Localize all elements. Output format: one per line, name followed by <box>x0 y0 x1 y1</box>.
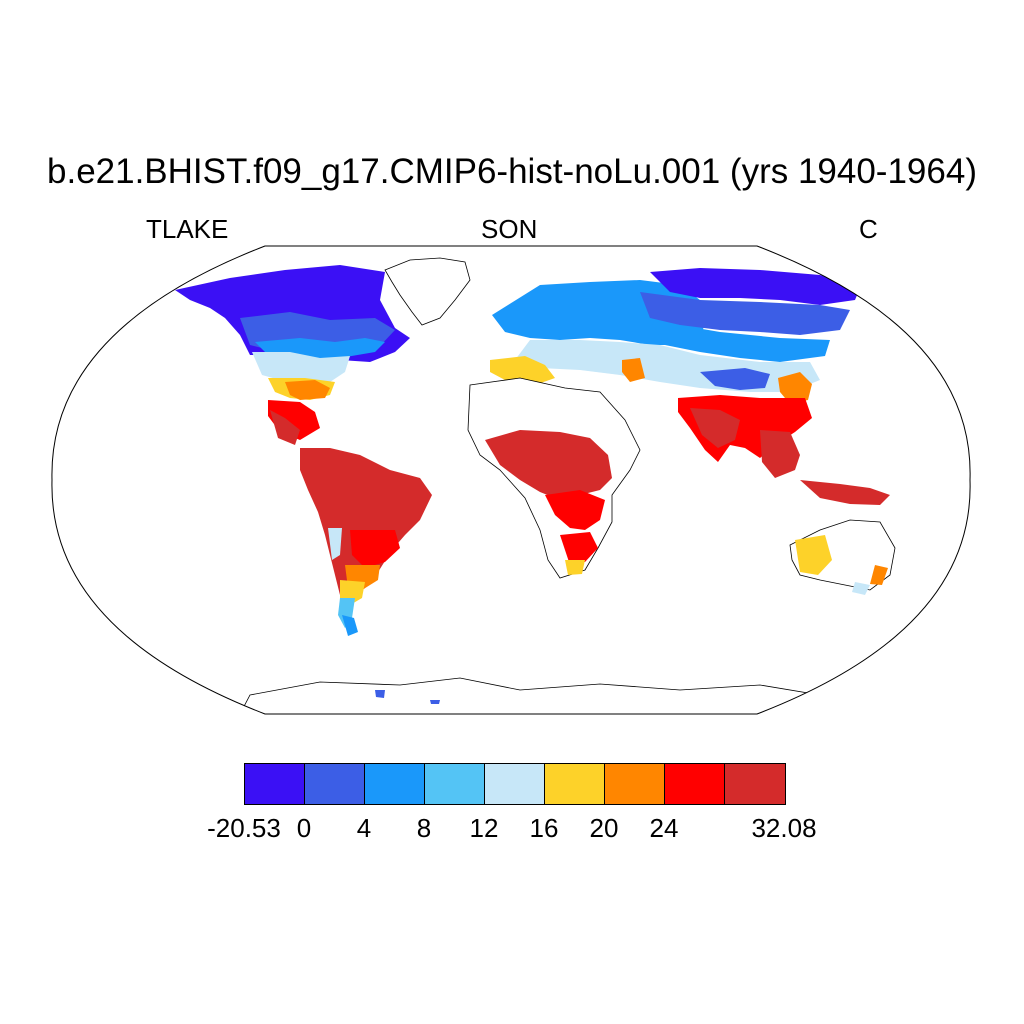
colorbar-tick-label: 24 <box>649 813 679 843</box>
colorbar-swatch <box>725 764 785 804</box>
colorbar-swatch <box>305 764 365 804</box>
colorbar-swatch <box>545 764 605 804</box>
colorbar <box>244 763 786 805</box>
colorbar-tick-label: 32.08 <box>751 813 817 843</box>
variable-label: TLAKE <box>146 214 229 244</box>
units-label: C <box>859 214 878 244</box>
season-label: SON <box>481 214 538 244</box>
map-title: b.e21.BHIST.f09_g17.CMIP6-hist-noLu.001 … <box>47 152 977 191</box>
colorbar-swatch <box>605 764 665 804</box>
continent-antarctica <box>239 677 831 714</box>
colorbar-tick-label: 20 <box>589 813 619 843</box>
colorbar-tick-label: 0 <box>296 813 312 843</box>
colorbar-swatch <box>365 764 425 804</box>
colorbar-swatch <box>245 764 305 804</box>
globe-border <box>51 245 971 715</box>
continent-south-america <box>300 448 432 598</box>
colorbar-tick-label: 12 <box>469 813 499 843</box>
colorbar-tick-label: -20.53 <box>207 813 281 843</box>
colorbar-tick-label: 8 <box>416 813 432 843</box>
colorbar-tick-label: 16 <box>529 813 559 843</box>
colorbar-tick-label: 4 <box>356 813 372 843</box>
colorbar-swatch <box>485 764 545 804</box>
colorbar-swatch <box>425 764 485 804</box>
colorbar-swatch <box>665 764 725 804</box>
